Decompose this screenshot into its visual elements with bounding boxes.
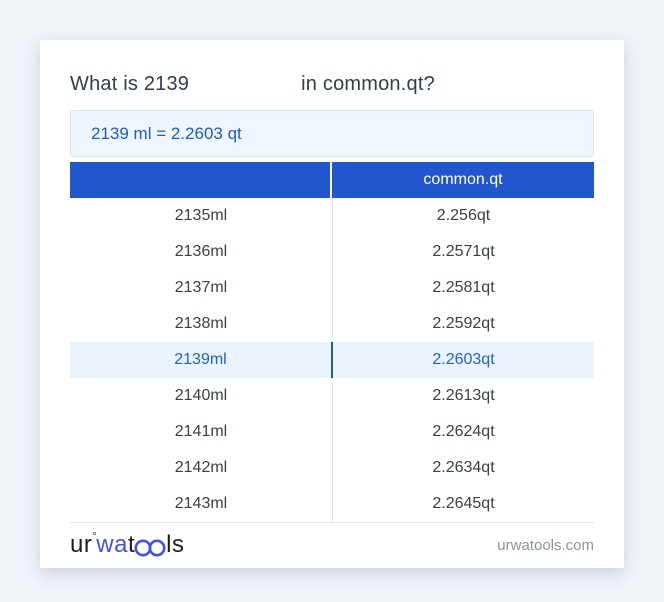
site-domain: urwatools.com <box>497 536 594 554</box>
card-footer: ur ° wa t ls urwatools.com <box>70 523 594 567</box>
ml-value-cell[interactable]: 2140ml <box>70 378 333 414</box>
ml-value-cell[interactable]: 2141ml <box>70 414 333 450</box>
table-header-row: common.qt <box>70 162 594 198</box>
table-row-current: 2139ml 2.2603qt <box>70 342 594 378</box>
table-row: 2135ml 2.256qt <box>70 198 594 234</box>
conversion-result-text: 2139 ml = 2.2603 qt <box>91 123 242 143</box>
ml-value-cell[interactable]: 2135ml <box>70 198 333 234</box>
table-row: 2136ml 2.2571qt <box>70 234 594 270</box>
ml-value-cell[interactable]: 2136ml <box>70 234 333 270</box>
table-body: 2135ml 2.256qt 2136ml 2.2571qt 2137ml 2.2581q… <box>70 198 594 523</box>
qt-value-cell[interactable]: 2.2645qt <box>432 495 495 512</box>
qt-value-cell[interactable]: 2.2581qt <box>432 279 495 296</box>
logo-text-ls: ls <box>166 531 185 558</box>
urwatools-logo[interactable]: ur ° wa t ls <box>70 531 184 559</box>
page-title: What is 2139 in common.qt? <box>70 73 594 96</box>
table-row: 2138ml 2.2592qt <box>70 306 594 342</box>
logo-text-ur: ur <box>70 531 93 558</box>
qt-value-cell[interactable]: 2.2603qt <box>432 351 495 368</box>
title-prefix: What is 2139 <box>70 73 190 95</box>
converter-card: What is 2139 in common.qt? 2139 ml = 2.2… <box>40 40 624 568</box>
ml-value-cell[interactable]: 2139ml <box>70 342 333 378</box>
title-suffix: in common.qt? <box>301 73 435 95</box>
conversion-table: common.qt 2135ml 2.256qt 2136ml 2.2571qt 213… <box>70 162 594 523</box>
table-row: 2140ml 2.2613qt <box>70 378 594 414</box>
ml-value-cell[interactable]: 2142ml <box>70 450 333 486</box>
conversion-result-box: 2139 ml = 2.2603 qt <box>70 110 594 157</box>
ml-value-cell[interactable]: 2138ml <box>70 306 333 342</box>
table-row: 2142ml 2.2634qt <box>70 450 594 486</box>
logo-glasses-icon <box>134 539 166 557</box>
qt-value-cell[interactable]: 2.2613qt <box>432 387 495 404</box>
qt-value-cell[interactable]: 2.2634qt <box>432 459 495 476</box>
qt-value-cell[interactable]: 2.256qt <box>436 207 491 224</box>
qt-value-cell[interactable]: 2.2624qt <box>432 423 495 440</box>
ml-value-cell[interactable]: 2137ml <box>70 270 333 306</box>
table-row: 2143ml 2.2645qt <box>70 486 594 522</box>
qt-value-cell[interactable]: 2.2571qt <box>432 243 495 260</box>
logo-text-wa: wa <box>96 531 128 558</box>
logo-text-t: t <box>127 531 136 558</box>
table-header-ml <box>70 162 332 198</box>
table-row: 2141ml 2.2624qt <box>70 414 594 450</box>
logo-degree-mark: ° <box>92 531 98 543</box>
ml-value-cell[interactable]: 2143ml <box>70 486 333 522</box>
qt-value-cell[interactable]: 2.2592qt <box>432 315 495 332</box>
table-row: 2137ml 2.2581qt <box>70 270 594 306</box>
table-header-common-qt: common.qt <box>332 162 594 198</box>
